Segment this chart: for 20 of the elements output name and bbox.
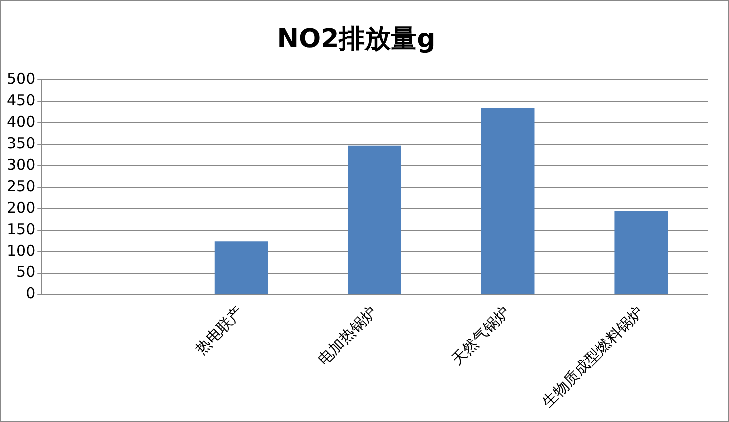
x-tick-label: 热电联产	[192, 303, 248, 358]
y-tick-label: 100	[6, 242, 36, 260]
y-tick-label: 350	[6, 134, 36, 152]
y-tick-label: 0	[26, 284, 36, 303]
bar	[481, 108, 535, 294]
y-tick-label: 500	[6, 70, 36, 88]
y-tick-label: 50	[16, 263, 36, 282]
bar	[214, 242, 268, 294]
bar	[614, 212, 668, 294]
y-tick-label: 300	[6, 156, 36, 174]
y-tick-label: 450	[6, 92, 36, 110]
x-tick-label: 生物质成型燃料锅炉	[538, 303, 647, 412]
y-tick-label: 150	[6, 220, 36, 238]
y-tick-label: 400	[6, 113, 36, 132]
x-tick-label: 天然气锅炉	[448, 303, 514, 369]
bar	[348, 146, 402, 294]
y-tick-label: 200	[6, 198, 36, 217]
chart-title: NO2排放量g	[277, 24, 436, 54]
y-tick-label: 250	[6, 177, 36, 196]
x-tick-label: 电加热锅炉	[314, 303, 380, 369]
